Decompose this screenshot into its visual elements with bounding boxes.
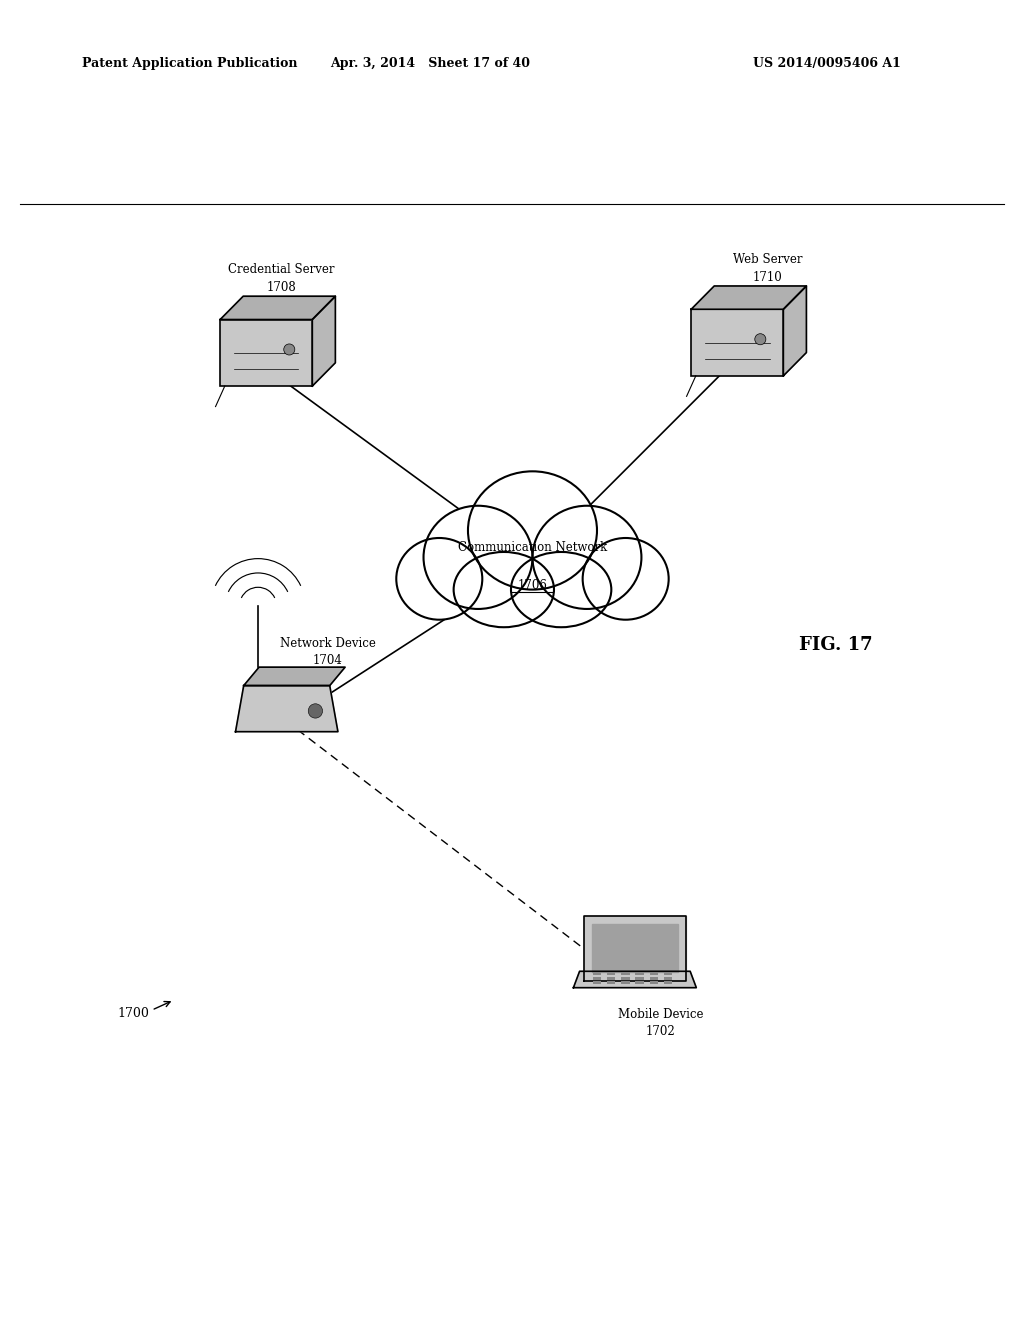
Bar [607,977,615,979]
Ellipse shape [424,506,532,609]
Polygon shape [312,296,336,385]
Ellipse shape [468,471,597,590]
Text: FIG. 17: FIG. 17 [799,636,872,653]
Polygon shape [573,972,696,987]
Ellipse shape [583,539,669,619]
Bar [664,972,672,975]
Text: 1706: 1706 [517,578,548,591]
Bar [607,981,615,985]
Text: 1700: 1700 [118,1007,150,1020]
Text: Credential Server: Credential Server [228,263,335,276]
Circle shape [308,704,323,718]
Bar [636,977,644,979]
Text: Web Server: Web Server [733,252,803,265]
Bar [649,972,657,975]
Text: 1710: 1710 [753,271,783,284]
Bar [622,972,630,975]
Bar [593,981,601,985]
Text: Mobile Device: Mobile Device [617,1008,703,1022]
Text: Network Device: Network Device [280,636,376,649]
Bar [593,972,601,975]
Text: Patent Application Publication: Patent Application Publication [82,57,297,70]
Bar [220,319,312,385]
Polygon shape [691,286,807,309]
Text: 1702: 1702 [645,1024,676,1038]
Text: US 2014/0095406 A1: US 2014/0095406 A1 [754,57,901,70]
Circle shape [284,345,295,355]
Bar [622,981,630,985]
Polygon shape [244,667,345,685]
Bar [691,309,783,376]
Polygon shape [220,296,336,319]
Ellipse shape [396,539,482,619]
Bar [636,972,644,975]
Polygon shape [783,286,807,376]
Ellipse shape [511,552,611,627]
Polygon shape [592,924,678,973]
Circle shape [755,334,766,345]
Bar [636,981,644,985]
Polygon shape [584,916,686,981]
Polygon shape [236,685,338,731]
Text: Apr. 3, 2014   Sheet 17 of 40: Apr. 3, 2014 Sheet 17 of 40 [330,57,530,70]
Bar [593,977,601,979]
Text: 1708: 1708 [266,281,297,294]
Bar [649,981,657,985]
Ellipse shape [532,506,641,609]
Text: 1704: 1704 [312,655,343,667]
Bar [664,977,672,979]
Bar [622,977,630,979]
Ellipse shape [454,552,554,627]
Bar [649,977,657,979]
Text: Communication Network: Communication Network [458,541,607,554]
Bar [664,981,672,985]
Bar [607,972,615,975]
